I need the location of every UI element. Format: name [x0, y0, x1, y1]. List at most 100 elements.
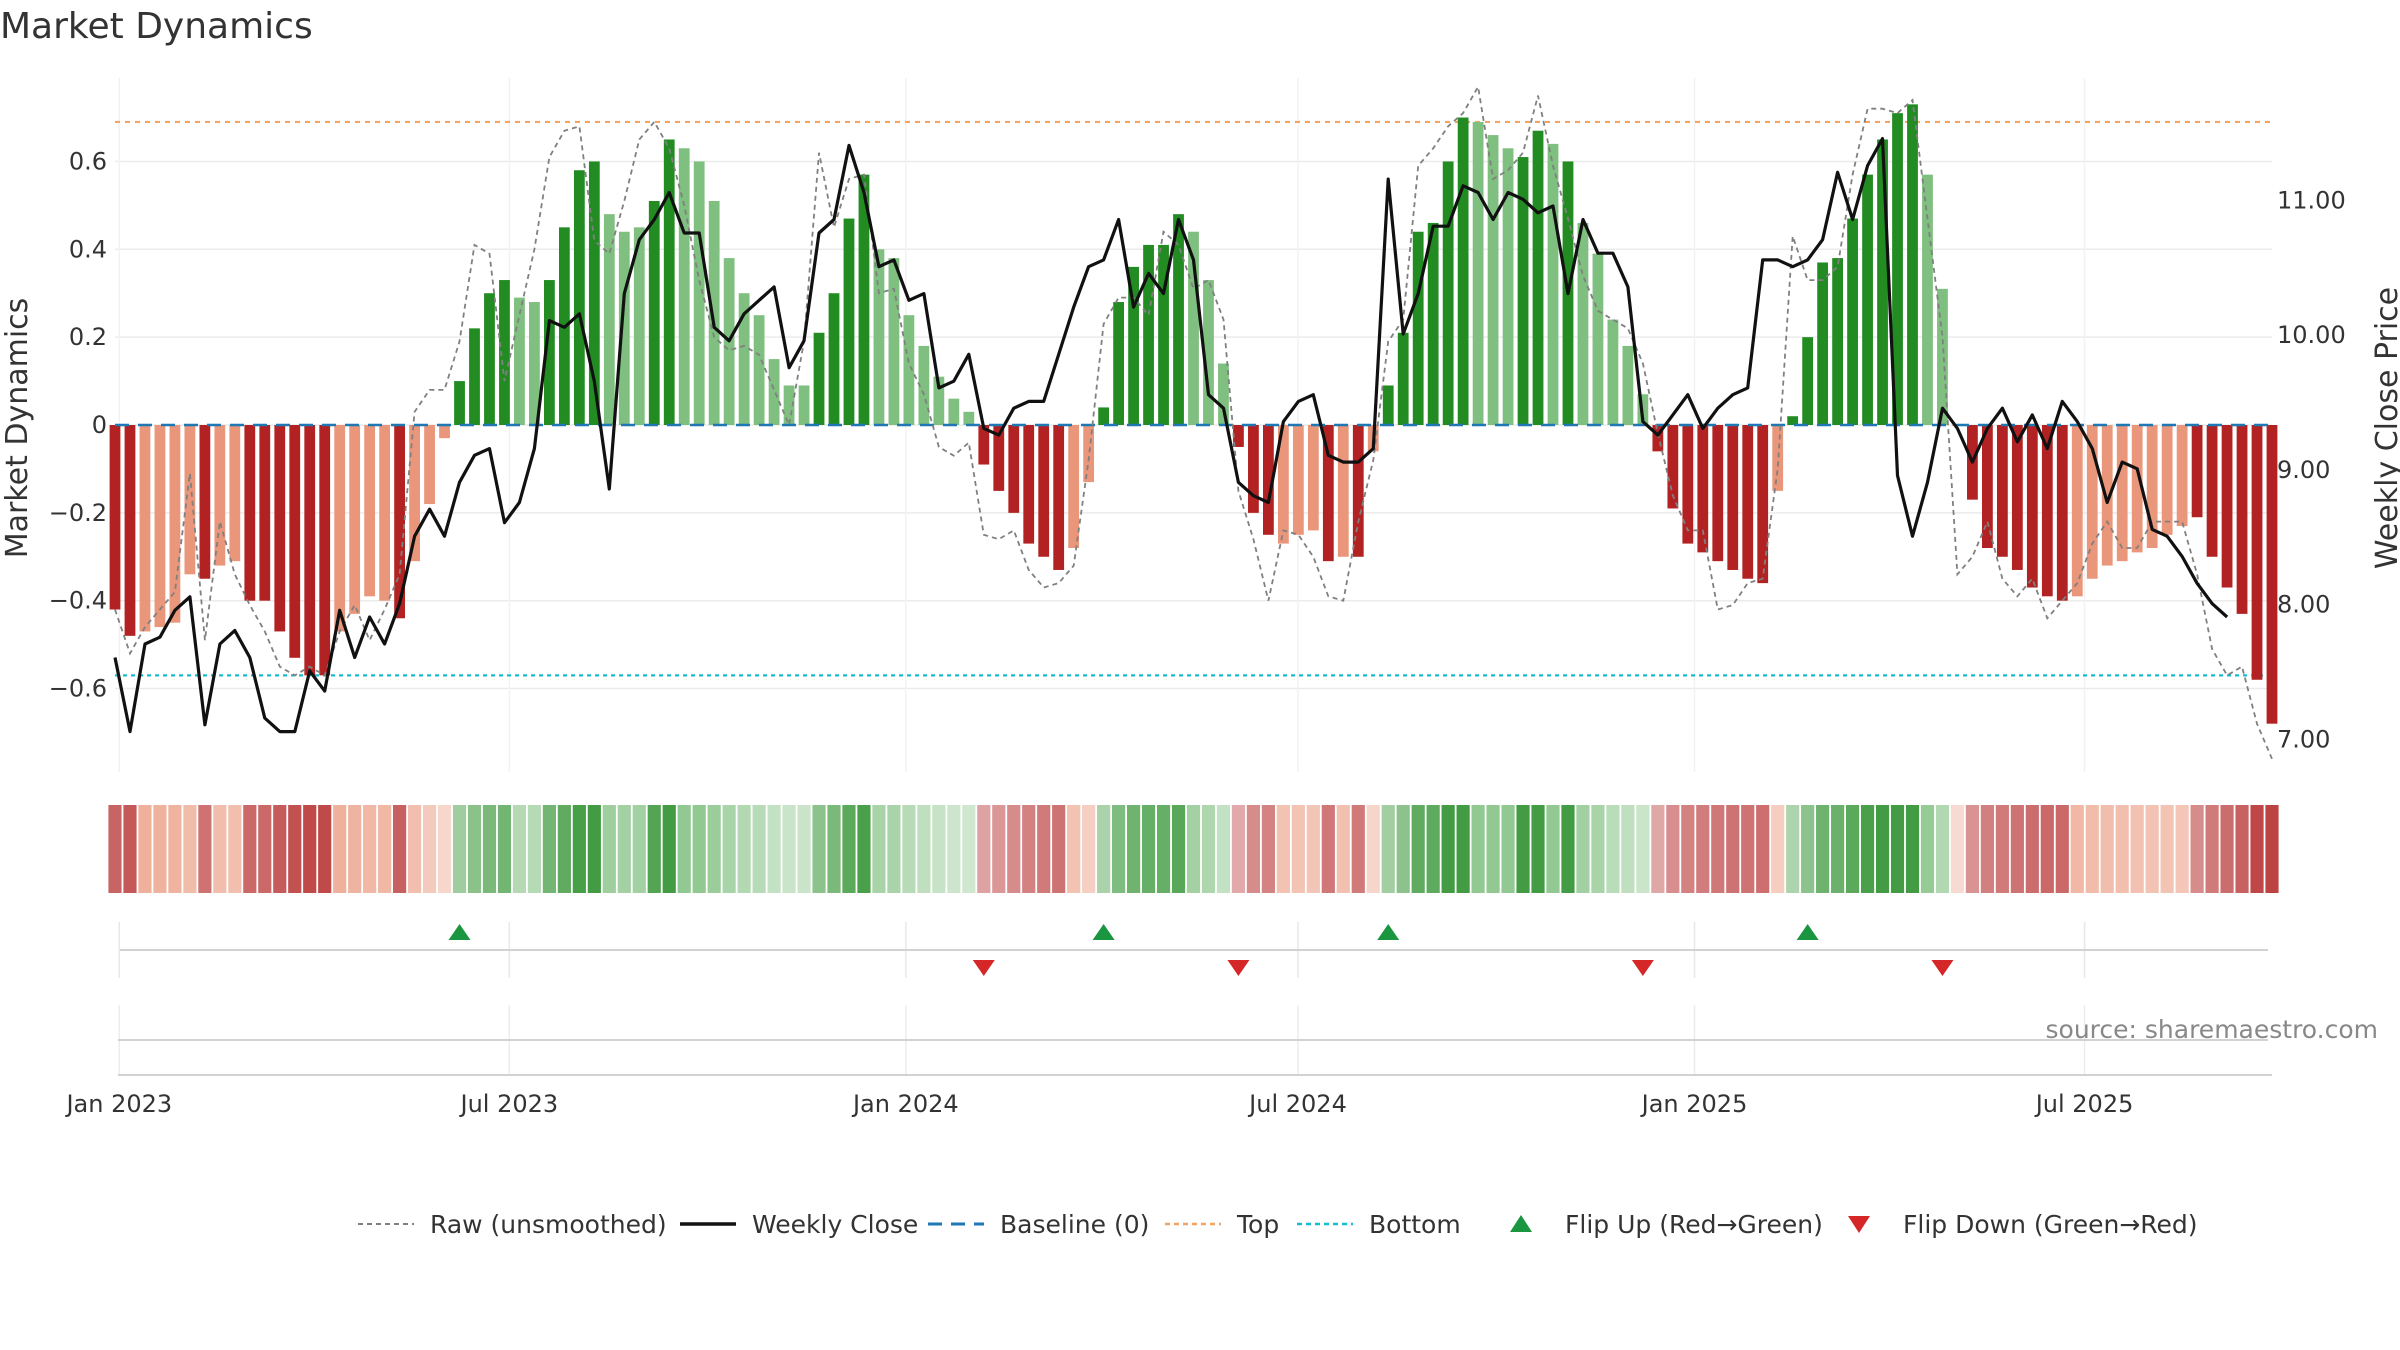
regime-cell	[1007, 805, 1021, 893]
regime-cell	[1636, 805, 1650, 893]
regime-cell	[917, 805, 931, 893]
regime-cell	[1082, 805, 1096, 893]
dynamics-bar	[1622, 345, 1634, 425]
regime-cell	[198, 805, 212, 893]
regime-cell	[1501, 805, 1515, 893]
dynamics-bar	[169, 425, 181, 623]
regime-cell	[348, 805, 362, 893]
regime-cell	[1651, 805, 1665, 893]
dynamics-bar	[304, 425, 316, 676]
dynamics-bar	[1937, 288, 1948, 425]
flip-down-marker	[1631, 960, 1654, 976]
price-lines	[113, 84, 2273, 760]
dynamics-bar	[1008, 425, 1020, 513]
dynamics-bar	[783, 385, 795, 425]
regime-cell	[153, 805, 167, 893]
regime-cell	[767, 805, 781, 893]
dynamics-bar	[2206, 425, 2218, 557]
dynamics-bar	[963, 411, 975, 425]
regime-cell	[1097, 805, 1111, 893]
regime-cell	[1291, 805, 1305, 893]
regime-cell	[2040, 805, 2054, 893]
dynamics-bar	[1517, 157, 1529, 425]
legend-label: Weekly Close	[752, 1210, 918, 1239]
regime-cell	[1411, 805, 1425, 893]
dynamics-bar	[1382, 385, 1394, 425]
dynamics-bar	[1832, 258, 1843, 425]
regime-cell	[2250, 805, 2264, 893]
dynamics-bar	[1502, 148, 1514, 425]
regime-cell	[1141, 805, 1156, 893]
y2-tick-label: 10.00	[2277, 321, 2346, 349]
regime-cell	[722, 805, 736, 893]
dynamics-bar	[154, 425, 166, 628]
dynamics-bar	[139, 425, 151, 632]
regime-cell	[1037, 805, 1051, 893]
legend-flip-up-swatch	[1510, 1215, 1532, 1232]
dynamics-bar	[1547, 143, 1559, 425]
regime-cell	[2235, 805, 2249, 893]
dynamics-bar	[2086, 425, 2098, 579]
regime-cell	[123, 805, 137, 893]
dynamics-bar	[1892, 113, 1903, 425]
dynamics-bar	[2176, 425, 2188, 527]
legend-label: Raw (unsmoothed)	[430, 1210, 667, 1239]
y2-tick-label: 8.00	[2277, 591, 2330, 619]
regime-cell	[797, 805, 811, 893]
legend-label: Baseline (0)	[1000, 1210, 1149, 1239]
regime-cell	[1486, 805, 1500, 893]
dynamics-bar	[439, 425, 450, 439]
dynamics-bar	[648, 200, 660, 425]
regime-cell	[497, 805, 512, 893]
regime-cell	[1516, 805, 1530, 893]
dynamics-bar	[1592, 253, 1604, 425]
dynamics-bar	[1682, 425, 1694, 544]
regime-cell	[1995, 805, 2009, 893]
dynamics-bar	[409, 425, 420, 562]
dynamics-bar	[109, 425, 121, 610]
regime-cell	[1201, 805, 1216, 893]
regime-cell	[782, 805, 796, 893]
dynamics-bar	[1847, 218, 1858, 425]
y-tick-label: −0.4	[49, 587, 107, 615]
dynamics-bar	[1427, 222, 1439, 425]
dynamics-bar	[394, 425, 405, 619]
regime-cell	[662, 805, 676, 893]
dynamics-bar	[708, 200, 720, 425]
dynamics-bar	[933, 376, 945, 425]
dynamics-bar	[858, 174, 870, 425]
dynamics-bar	[1652, 425, 1664, 452]
y-axis-label: Market Dynamics	[0, 298, 35, 559]
regime-cell	[2115, 805, 2129, 893]
x-tick-label: Jul 2025	[2034, 1090, 2134, 1118]
dynamics-bar	[753, 315, 765, 425]
regime-cell	[437, 805, 452, 893]
y-tick-label: 0.6	[69, 147, 107, 175]
dynamics-bar	[1577, 222, 1589, 425]
dynamics-bar	[2116, 425, 2128, 562]
regime-cell	[258, 805, 272, 893]
regime-cell	[1696, 805, 1710, 893]
dynamics-bar	[873, 249, 885, 425]
regime-cell	[602, 805, 616, 893]
regime-cell	[1816, 805, 1830, 893]
dynamics-bar	[1023, 425, 1035, 544]
dynamics-bar	[1053, 425, 1065, 570]
dynamics-bar	[2191, 425, 2203, 518]
regime-cell	[1875, 805, 1890, 893]
dynamics-bar	[1337, 425, 1349, 557]
dynamics-bar	[1877, 139, 1888, 426]
dynamics-bar	[1218, 363, 1229, 425]
regime-cell	[288, 805, 302, 893]
dynamics-bar	[289, 425, 301, 658]
dynamics-bar	[1068, 425, 1080, 548]
regime-cell	[2100, 805, 2114, 893]
regime-cell	[962, 805, 976, 893]
dynamics-bar	[1817, 262, 1829, 425]
regime-cell	[1396, 805, 1410, 893]
dynamics-bar	[2266, 425, 2278, 724]
regime-cell	[1965, 805, 1980, 893]
flip-down-marker	[1931, 960, 1954, 976]
dynamics-bar	[1322, 425, 1334, 562]
dynamics-bar	[229, 425, 241, 562]
